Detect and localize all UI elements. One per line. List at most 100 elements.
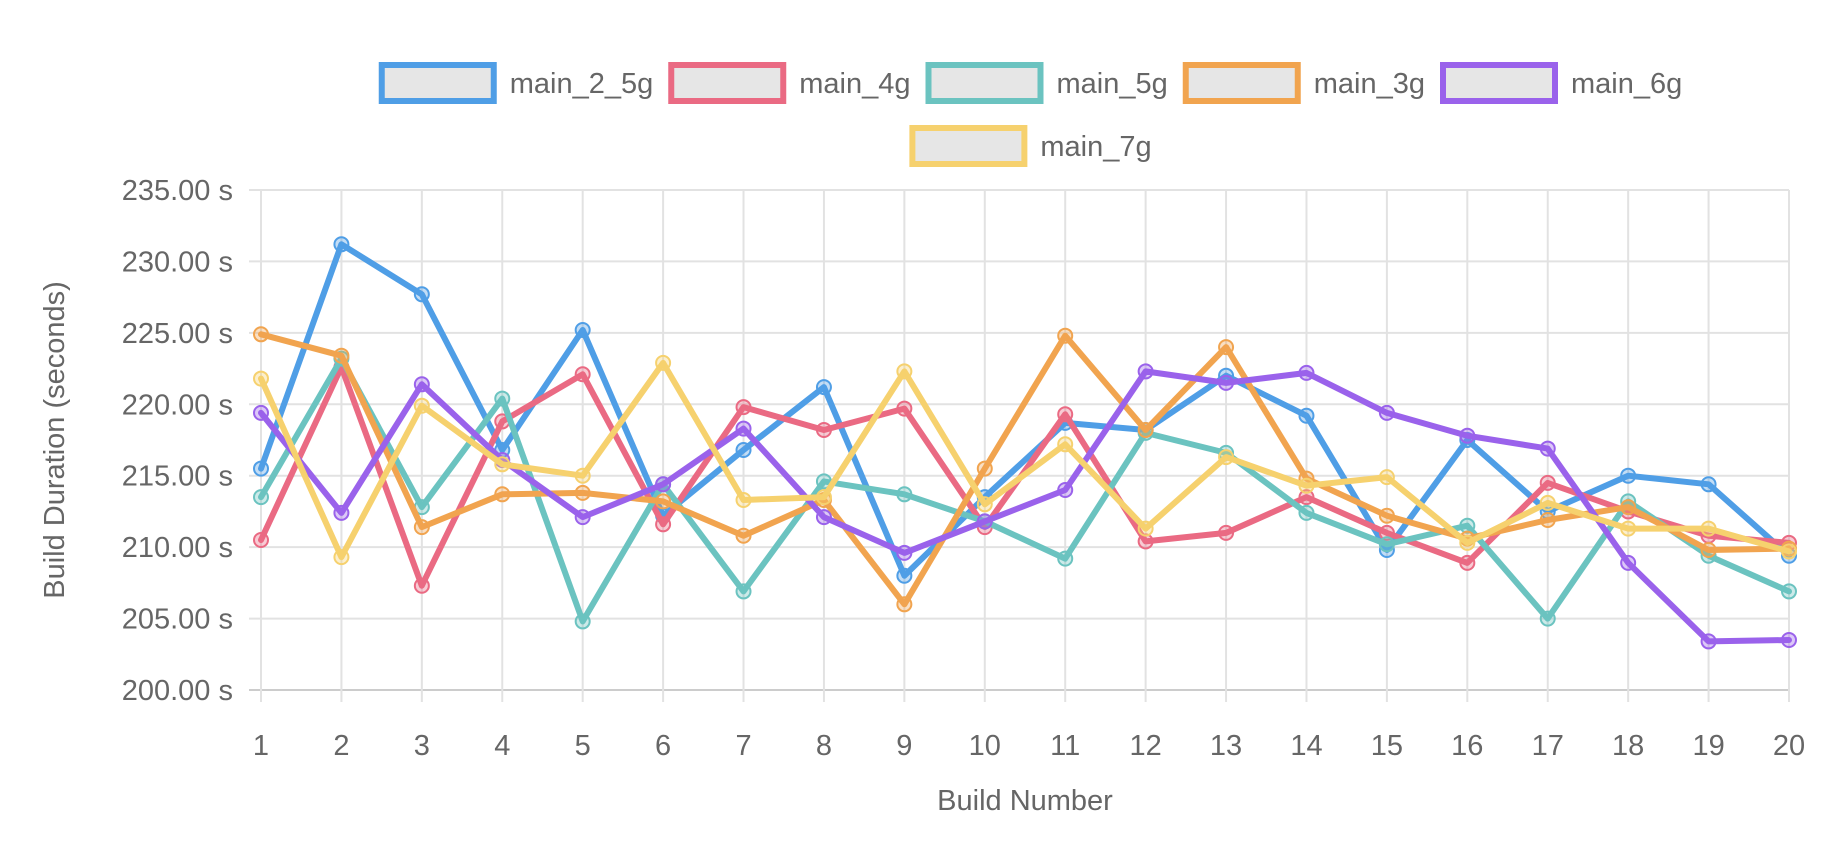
- data-point-main-2-5g[interactable]: [574, 322, 591, 338]
- data-point-main-4g[interactable]: [815, 422, 832, 438]
- data-point-main-6g[interactable]: [1620, 554, 1637, 571]
- data-point-main-7g[interactable]: [1378, 469, 1395, 486]
- data-point-main-5g[interactable]: [1459, 517, 1476, 534]
- data-point-main-6g[interactable]: [976, 513, 993, 530]
- data-point-main-7g[interactable]: [1057, 436, 1074, 453]
- data-point-main-7g[interactable]: [1137, 520, 1154, 537]
- data-point-main-6g[interactable]: [574, 509, 591, 526]
- data-point-main-4g[interactable]: [1057, 406, 1074, 423]
- data-point-main-7g[interactable]: [1218, 449, 1235, 466]
- data-point-main-4g[interactable]: [413, 577, 430, 594]
- data-point-main-2-5g[interactable]: [1700, 476, 1717, 493]
- data-point-main-3g[interactable]: [413, 519, 430, 536]
- data-point-main-7g[interactable]: [1620, 520, 1637, 537]
- data-point-main-2-5g[interactable]: [815, 379, 832, 396]
- data-point-main-6g[interactable]: [1137, 363, 1154, 380]
- data-point-main-7g[interactable]: [1298, 477, 1315, 494]
- data-point-main-5g[interactable]: [253, 489, 269, 506]
- series-main-3g: [253, 326, 1797, 613]
- data-point-main-7g[interactable]: [976, 496, 993, 513]
- x-tick-label: 12: [1129, 730, 1161, 762]
- data-point-main-4g[interactable]: [1539, 474, 1556, 491]
- data-point-main-5g[interactable]: [1057, 550, 1074, 567]
- data-point-main-6g[interactable]: [1539, 440, 1556, 457]
- data-point-main-6g[interactable]: [1057, 482, 1074, 498]
- data-point-main-4g[interactable]: [1218, 524, 1235, 541]
- data-point-main-3g[interactable]: [333, 347, 350, 364]
- data-point-main-5g[interactable]: [494, 390, 511, 407]
- data-point-main-7g[interactable]: [1781, 543, 1797, 560]
- data-point-main-7g[interactable]: [413, 397, 430, 414]
- data-point-main-4g[interactable]: [655, 516, 672, 533]
- data-point-main-4g[interactable]: [574, 366, 591, 383]
- data-point-main-2-5g[interactable]: [1620, 467, 1637, 484]
- data-point-main-7g[interactable]: [655, 354, 672, 371]
- data-point-main-4g[interactable]: [253, 532, 269, 548]
- data-point-main-5g[interactable]: [1298, 504, 1315, 521]
- data-point-main-4g[interactable]: [1298, 489, 1315, 506]
- data-point-main-3g[interactable]: [1378, 507, 1395, 524]
- legend-item-main-2-5g[interactable]: main_2_5g: [378, 62, 654, 104]
- data-point-main-2-5g[interactable]: [253, 460, 269, 477]
- data-point-main-6g[interactable]: [735, 420, 752, 437]
- data-point-main-6g[interactable]: [1700, 633, 1717, 650]
- legend-item-main-3g[interactable]: main_3g: [1182, 62, 1425, 104]
- data-point-main-3g[interactable]: [494, 486, 511, 503]
- data-point-main-6g[interactable]: [1298, 364, 1315, 381]
- data-point-main-4g[interactable]: [1137, 533, 1154, 550]
- data-point-main-3g[interactable]: [976, 460, 993, 477]
- x-tick-label: 9: [896, 730, 912, 762]
- data-point-main-6g[interactable]: [1781, 632, 1797, 648]
- data-point-main-6g[interactable]: [413, 376, 430, 393]
- data-point-main-2-5g[interactable]: [735, 442, 752, 458]
- legend-item-main-5g[interactable]: main_5g: [925, 62, 1168, 104]
- data-point-main-6g[interactable]: [333, 504, 350, 521]
- data-point-main-7g[interactable]: [1459, 534, 1476, 551]
- data-point-main-7g[interactable]: [333, 549, 350, 566]
- data-point-main-7g[interactable]: [896, 363, 913, 380]
- data-point-main-7g[interactable]: [815, 489, 832, 506]
- data-point-main-3g[interactable]: [1057, 327, 1074, 344]
- data-point-main-3g[interactable]: [735, 527, 752, 544]
- data-point-main-2-5g[interactable]: [896, 567, 913, 584]
- data-point-main-3g[interactable]: [574, 484, 591, 501]
- data-point-main-6g[interactable]: [655, 476, 672, 493]
- data-point-main-6g[interactable]: [1459, 427, 1476, 444]
- data-point-main-4g[interactable]: [1459, 554, 1476, 571]
- data-point-main-2-5g[interactable]: [1298, 407, 1315, 424]
- data-point-main-4g[interactable]: [735, 399, 752, 416]
- data-point-main-5g[interactable]: [1781, 583, 1797, 600]
- data-point-main-5g[interactable]: [1378, 536, 1395, 553]
- data-point-main-4g[interactable]: [1378, 524, 1395, 541]
- legend-item-main-4g[interactable]: main_4g: [668, 62, 911, 104]
- data-point-main-3g[interactable]: [1218, 339, 1235, 356]
- data-point-main-3g[interactable]: [1137, 422, 1154, 438]
- data-point-main-5g[interactable]: [896, 486, 913, 503]
- legend-item-main-7g[interactable]: main_7g: [909, 125, 1152, 167]
- data-point-main-7g[interactable]: [1539, 494, 1556, 511]
- data-point-main-7g[interactable]: [735, 492, 752, 508]
- data-point-main-3g[interactable]: [1620, 499, 1637, 516]
- data-point-main-6g[interactable]: [1378, 404, 1395, 421]
- data-point-main-3g[interactable]: [655, 493, 672, 510]
- data-point-main-7g[interactable]: [494, 456, 511, 473]
- data-point-main-7g[interactable]: [253, 370, 269, 387]
- data-point-main-2-5g[interactable]: [413, 286, 430, 303]
- data-point-main-5g[interactable]: [574, 613, 591, 630]
- data-point-main-6g[interactable]: [1218, 374, 1235, 391]
- data-point-main-5g[interactable]: [1539, 610, 1556, 627]
- x-tick-label: 1: [253, 730, 269, 762]
- data-point-main-3g[interactable]: [1539, 512, 1556, 528]
- data-point-main-2-5g[interactable]: [333, 236, 350, 253]
- data-point-main-6g[interactable]: [253, 404, 269, 421]
- data-point-main-6g[interactable]: [896, 544, 913, 561]
- data-point-main-6g[interactable]: [815, 509, 832, 526]
- data-point-main-5g[interactable]: [735, 583, 752, 600]
- data-point-main-7g[interactable]: [574, 467, 591, 484]
- data-point-main-3g[interactable]: [1700, 542, 1717, 558]
- legend-item-main-6g[interactable]: main_6g: [1440, 62, 1682, 104]
- data-point-main-7g[interactable]: [1700, 520, 1717, 537]
- data-point-main-4g[interactable]: [896, 400, 913, 417]
- data-point-main-3g[interactable]: [896, 596, 913, 613]
- data-point-main-3g[interactable]: [253, 326, 269, 343]
